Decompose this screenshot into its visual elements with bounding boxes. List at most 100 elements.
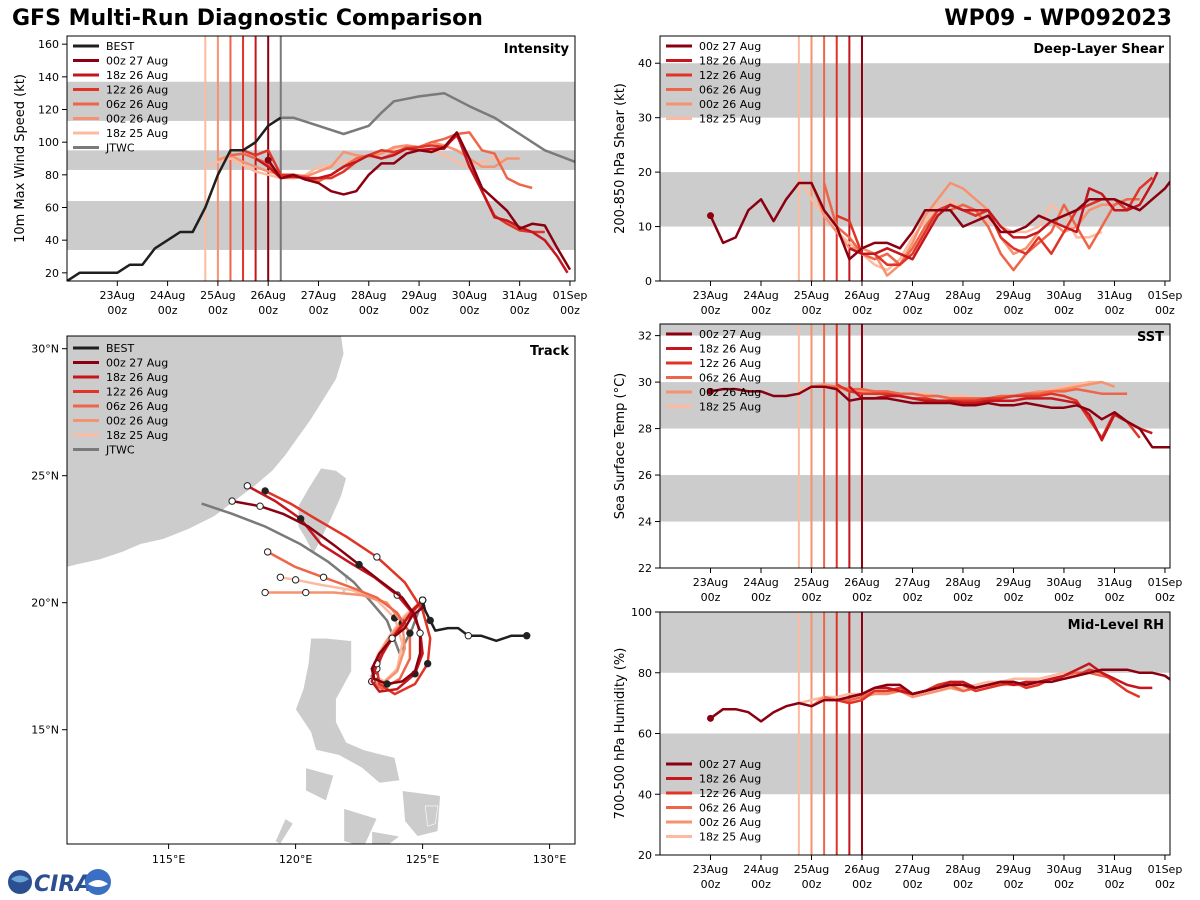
intensity-frame [66,35,576,282]
rh-panel: 20 40 60 80 100 700-500 hPa Humidity (%) 23Aug… [613,606,1182,891]
sst-xtick-sublabel: 00z [903,591,923,604]
sst-current-marker [706,387,714,395]
cira-logo: CIRA [8,869,111,897]
track-marker [355,560,363,569]
land-island-2 [343,808,378,844]
sst-xtick-sublabel: 00z [751,591,771,604]
rh-ytick-label: 60 [638,728,652,741]
rh-legend-label: 00z 27 Aug [699,758,761,771]
shear-panel: 0 10 20 30 40 200-850 hPa Shear (kt) 23Aug 00z 2… [613,35,1182,317]
intensity-band-0 [67,200,575,250]
track-marker [261,487,269,495]
shear-xtick-label: 28Aug [945,289,980,302]
shear-xtick-label: 23Aug [693,289,728,302]
intensity-legend-label: 00z 26 Aug [106,113,168,126]
sst-band-2 [660,324,1170,336]
track-marker [373,553,381,561]
shear-xtick-label: 27Aug [895,289,930,302]
track-legend-label: 00z 26 Aug [106,415,168,428]
intensity-xtick-label: 27Aug [301,289,336,302]
sst-xtick-label: 29Aug [996,576,1031,589]
rh-xtick-label: 27Aug [895,863,930,876]
track-legend-label: 00z 27 Aug [106,357,168,370]
shear-series-00z-27-aug [709,179,1170,261]
land-island-0 [305,767,335,802]
track-marker [276,573,285,581]
intensity-panel: 20 40 60 80 100 120 140 160 10m Max Wind Speed (… [13,35,587,317]
intensity-series-00z-27-aug [267,131,572,271]
shear-xtick-sublabel: 00z [953,304,973,317]
intensity-xtick-label: 24Aug [150,289,185,302]
sst-xtick-label: 30Aug [1046,576,1081,589]
sst-legend-label: 18z 25 Aug [699,401,761,414]
intensity-xtick-label: 25Aug [200,289,235,302]
rh-series-00z-27-aug [709,668,1170,723]
sst-legend-label: 12z 26 Aug [699,357,761,370]
rh-xtick-label: 29Aug [996,863,1031,876]
intensity-xtick-sublabel: 00z [107,304,127,317]
sst-title: SST [1137,330,1164,345]
shear-xtick-label: 31Aug [1097,289,1132,302]
sst-ytick-label: 22 [638,562,652,575]
track-marker [416,629,424,637]
shear-legend-label: 06z 26 Aug [699,84,761,97]
land-mainland [67,336,345,568]
shear-ytick-label: 30 [638,112,652,125]
sst-xtick-sublabel: 00z [1155,591,1175,604]
intensity-xtick-sublabel: 00z [560,304,580,317]
intensity-xtick-sublabel: 00z [208,304,228,317]
intensity-legend-label: 06z 26 Aug [106,98,168,111]
shear-series-18z-25-aug [797,176,1103,272]
sst-xtick-label: 01Sep [1148,576,1183,589]
track-legend-label: JTWC [105,444,135,457]
rh-current-marker [706,714,714,722]
rh-legend-label: 18z 26 Aug [699,773,761,786]
intensity-series-best [67,116,282,281]
rh-xtick-sublabel: 00z [1004,878,1024,891]
intensity-ytick-label: 100 [38,136,59,149]
page-title: GFS Multi-Run Diagnostic Comparison [12,6,483,31]
rh-xtick-label: 31Aug [1097,863,1132,876]
shear-legend-label: 18z 26 Aug [699,55,761,68]
track-marker [319,573,328,581]
rh-xtick-sublabel: 00z [802,878,822,891]
shear-ytick-label: 10 [638,221,652,234]
sst-xtick-label: 24Aug [743,576,778,589]
intensity-ytick-label: 20 [45,267,59,280]
intensity-ytick-label: 60 [45,202,59,215]
intensity-xtick-sublabel: 00z [459,304,479,317]
track-marker [406,629,414,637]
track-marker [243,482,252,490]
rh-xtick-label: 26Aug [844,863,879,876]
track-marker [261,588,269,597]
shear-xtick-sublabel: 00z [1105,304,1125,317]
shear-legend-label: 12z 26 Aug [699,69,761,82]
sst-xtick-label: 26Aug [844,576,879,589]
track-xtick-label: 130°E [533,853,566,866]
rh-xtick-sublabel: 00z [1054,878,1074,891]
sst-xtick-sublabel: 00z [953,591,973,604]
land-luzon [295,637,401,784]
shear-xtick-label: 26Aug [844,289,879,302]
intensity-xtick-sublabel: 00z [409,304,429,317]
rh-series-18z-25-aug [798,671,1090,705]
intensity-ylabel: 10m Max Wind Speed (kt) [13,74,28,243]
shear-xtick-sublabel: 00z [1054,304,1074,317]
rh-xtick-label: 28Aug [945,863,980,876]
rh-legend-label: 06z 26 Aug [699,802,761,815]
shear-xtick-label: 24Aug [743,289,778,302]
intensity-current-marker [264,156,272,164]
intensity-xtick-sublabel: 00z [359,304,379,317]
shear-xtick-sublabel: 00z [1155,304,1175,317]
logo-text: CIRA [34,872,92,897]
shear-title: Deep-Layer Shear [1033,42,1164,57]
track-series-best [421,599,527,643]
shear-ylabel: 200-850 hPa Shear (kt) [613,83,628,234]
rh-legend-label: 00z 26 Aug [699,816,761,829]
rh-xtick-sublabel: 00z [1105,878,1125,891]
track-panel: 115°E 120°E 125°E 130°E 15°N 20°N 25°N 30°N Trac… [31,335,576,866]
shear-band-1 [660,63,1170,118]
land-island-3 [371,830,401,844]
intensity-xtick-sublabel: 00z [158,304,178,317]
